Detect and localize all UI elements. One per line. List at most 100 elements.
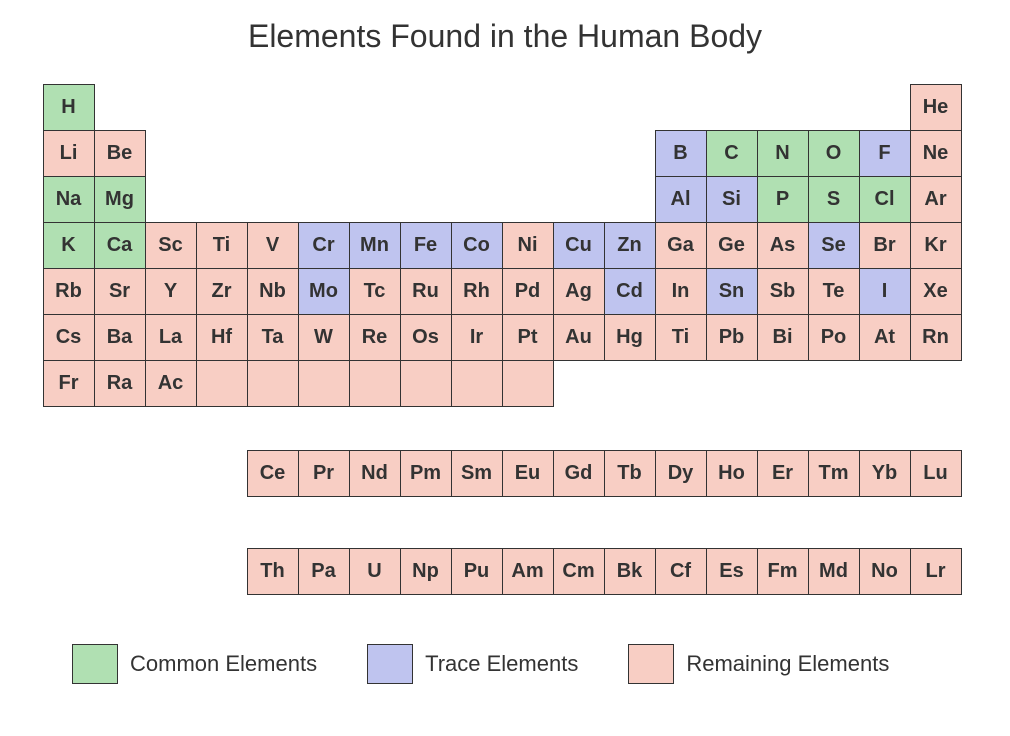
element-cell-se: Se <box>808 222 860 269</box>
element-cell-ar: Ar <box>910 176 962 223</box>
element-cell-he: He <box>910 84 962 131</box>
element-cell-pd: Pd <box>502 268 554 315</box>
element-cell-sr: Sr <box>94 268 146 315</box>
empty-cell <box>196 176 248 223</box>
empty-cell <box>757 360 809 407</box>
legend-swatch-remaining <box>628 644 674 684</box>
element-cell-tm: Tm <box>808 450 860 497</box>
element-cell-blank <box>400 360 452 407</box>
element-cell-la: La <box>145 314 197 361</box>
element-cell-eu: Eu <box>502 450 554 497</box>
element-cell-at: At <box>859 314 911 361</box>
element-cell-nd: Nd <box>349 450 401 497</box>
periodic-table-main: HHeLiBeBCNOFNeNaMgAlSiPSClArKCaScTiVCrMn… <box>43 84 961 406</box>
element-cell-xe: Xe <box>910 268 962 315</box>
element-cell-k: K <box>43 222 95 269</box>
empty-cell <box>400 130 452 177</box>
empty-cell <box>553 360 605 407</box>
empty-cell <box>808 84 860 131</box>
element-cell-ac: Ac <box>145 360 197 407</box>
element-cell-h: H <box>43 84 95 131</box>
element-cell-ru: Ru <box>400 268 452 315</box>
empty-cell <box>298 84 350 131</box>
empty-cell <box>247 84 299 131</box>
element-cell-pa: Pa <box>298 548 350 595</box>
empty-cell <box>400 176 452 223</box>
element-cell-blank <box>502 360 554 407</box>
empty-cell <box>400 84 452 131</box>
element-cell-be: Be <box>94 130 146 177</box>
element-cell-mn: Mn <box>349 222 401 269</box>
empty-cell <box>196 84 248 131</box>
element-cell-mg: Mg <box>94 176 146 223</box>
element-cell-b: B <box>655 130 707 177</box>
element-cell-p: P <box>757 176 809 223</box>
element-cell-ho: Ho <box>706 450 758 497</box>
element-cell-cd: Cd <box>604 268 656 315</box>
element-cell-ti: Ti <box>655 314 707 361</box>
element-cell-zn: Zn <box>604 222 656 269</box>
element-cell-pm: Pm <box>400 450 452 497</box>
legend-item-trace: Trace Elements <box>367 644 578 684</box>
element-cell-kr: Kr <box>910 222 962 269</box>
element-cell-te: Te <box>808 268 860 315</box>
element-cell-re: Re <box>349 314 401 361</box>
element-cell-ce: Ce <box>247 450 299 497</box>
element-cell-c: C <box>706 130 758 177</box>
empty-cell <box>553 84 605 131</box>
empty-cell <box>502 84 554 131</box>
element-cell-cr: Cr <box>298 222 350 269</box>
element-cell-na: Na <box>43 176 95 223</box>
element-cell-n: N <box>757 130 809 177</box>
element-cell-rh: Rh <box>451 268 503 315</box>
element-cell-lu: Lu <box>910 450 962 497</box>
element-cell-blank <box>349 360 401 407</box>
empty-cell <box>604 360 656 407</box>
empty-cell <box>247 130 299 177</box>
page: { "title": "Elements Found in the Human … <box>0 0 1010 736</box>
element-cell-ag: Ag <box>553 268 605 315</box>
element-cell-si: Si <box>706 176 758 223</box>
empty-cell <box>247 176 299 223</box>
empty-cell <box>859 360 911 407</box>
element-cell-al: Al <box>655 176 707 223</box>
legend-item-common: Common Elements <box>72 644 317 684</box>
element-cell-blank <box>196 360 248 407</box>
element-cell-bk: Bk <box>604 548 656 595</box>
element-cell-sb: Sb <box>757 268 809 315</box>
element-cell-no: No <box>859 548 911 595</box>
element-cell-sc: Sc <box>145 222 197 269</box>
empty-cell <box>604 176 656 223</box>
element-cell-sm: Sm <box>451 450 503 497</box>
element-cell-fm: Fm <box>757 548 809 595</box>
empty-cell <box>757 84 809 131</box>
element-cell-os: Os <box>400 314 452 361</box>
legend: Common ElementsTrace ElementsRemaining E… <box>72 644 889 684</box>
element-cell-dy: Dy <box>655 450 707 497</box>
element-cell-as: As <box>757 222 809 269</box>
element-cell-cu: Cu <box>553 222 605 269</box>
empty-cell <box>451 84 503 131</box>
legend-swatch-common <box>72 644 118 684</box>
empty-cell <box>145 130 197 177</box>
element-cell-po: Po <box>808 314 860 361</box>
element-cell-li: Li <box>43 130 95 177</box>
element-cell-blank <box>298 360 350 407</box>
element-cell-u: U <box>349 548 401 595</box>
empty-cell <box>808 360 860 407</box>
empty-cell <box>298 176 350 223</box>
element-cell-rb: Rb <box>43 268 95 315</box>
empty-cell <box>298 130 350 177</box>
element-cell-pu: Pu <box>451 548 503 595</box>
element-cell-ge: Ge <box>706 222 758 269</box>
element-cell-pb: Pb <box>706 314 758 361</box>
element-cell-lr: Lr <box>910 548 962 595</box>
element-cell-tb: Tb <box>604 450 656 497</box>
element-cell-es: Es <box>706 548 758 595</box>
element-cell-v: V <box>247 222 299 269</box>
element-cell-am: Am <box>502 548 554 595</box>
element-cell-i: I <box>859 268 911 315</box>
element-cell-o: O <box>808 130 860 177</box>
empty-cell <box>451 176 503 223</box>
page-title: Elements Found in the Human Body <box>0 0 1010 55</box>
